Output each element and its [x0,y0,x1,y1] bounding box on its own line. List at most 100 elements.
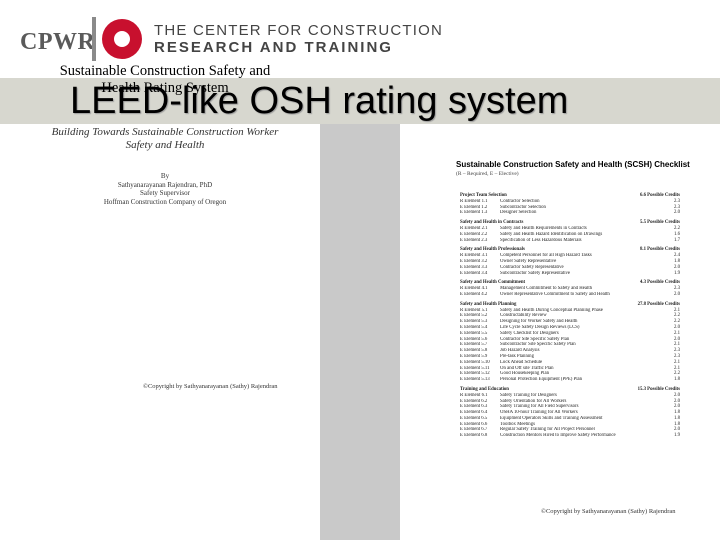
checklist-row: E Element 5.2 Constructability Review 2.2 [460,313,680,319]
checklist-row: R Element 2.1 Safety and Health Requireme… [460,226,680,232]
checklist-section-header: Safety and Health Professionals 8.1 Possi… [460,247,680,253]
element-code: E Element 5.10 [460,359,490,365]
element-code: E Element 2.3 [460,237,488,243]
checklist-row: E Element 5.6 Contractor Site Specific Sa… [460,337,680,343]
element-credit: 2.0 [674,427,680,433]
checklist-row: E Element 6.5 Equipment Operators Skills … [460,416,680,422]
element-code: R Element 3.1 [460,253,488,259]
element-credit: 2.2 [674,319,680,325]
element-name: Construction Mentors Hired to Improve Sa… [500,433,616,439]
element-code: E Element 1.3 [460,210,488,216]
element-code: E Element 5.6 [460,336,488,342]
element-credit: 2.0 [674,210,680,216]
element-credit: 2.2 [674,313,680,319]
section-credits: 5.5 Possible Credits [639,220,680,226]
checklist-section-header: Training and Education 15.3 Possible Cred… [460,387,680,393]
element-code: E Element 5.2 [460,313,488,319]
section-name: Project Team Selection [460,193,507,198]
element-name: Job Hazard Analysis [500,348,540,354]
section-name: Safety and Health in Contracts [460,220,524,226]
cover-title: Sustainable Construction Safety and Heal… [59,63,271,96]
logo-line-2: RESEARCH AND TRAINING [154,39,393,56]
checklist-row: E Element 6.6 Toolbox Meetings 1.8 [460,422,680,428]
checklist-row: E Element 5.9 Pre-task Planning 2.3 [460,354,680,360]
element-code: R Element 6.1 [460,392,488,398]
element-name: Safety and Health During Conceptual Plan… [500,307,603,313]
element-code: E Element 3.4 [460,270,488,276]
cpwr-logo-icon [92,17,142,61]
checklist-row: R Element 1.1 Contractor Selection 2.3 [460,199,680,205]
element-name: Lock Ahead Schedule [500,359,543,365]
element-credit: 2.2 [674,225,680,231]
element-credit: 1.9 [674,433,680,439]
element-credit: 1.8 [674,258,680,264]
element-code: E Element 5.7 [460,342,488,348]
element-credit: 2.0 [674,264,680,270]
slide-header: CPWR THE CENTER FOR CONSTRUCTION RESEARC… [0,0,720,78]
element-name: Safety and Health Requirements in Contra… [500,225,587,231]
report-cover-page [0,124,320,540]
element-credit: 2.4 [674,253,680,259]
cover-by: By [160,172,170,180]
element-code: E Element 5.8 [460,348,488,354]
element-name: Subcontractor Safety Representative [500,270,571,276]
element-credit: 2.0 [674,336,680,342]
checklist-section-header: Safety and Health in Contracts 5.5 Possib… [460,220,680,226]
element-code: E Element 2.2 [460,231,488,237]
checklist-row: E Element 1.3 Designer Selection 2.0 [460,210,680,216]
checklist-table: Project Team Selection 6.6 Possible Credi… [460,193,680,439]
cover-copyright: ©Copyright by Sathyanarayanan (Sathy) Ra… [143,383,278,390]
element-code: E Element 3.2 [460,258,488,264]
element-credit: 2.2 [674,371,680,377]
cover-subtitle: Building Towards Sustainable Constructio… [51,126,279,151]
checklist-copyright: ©Copyright by Sathyanarayanan (Sathy) Ra… [541,508,676,515]
checklist-row: E Element 3.3 Contractor Safety Represent… [460,265,680,271]
element-name: Contractor Site Specific Safety Plan [500,336,570,342]
element-name: Contractor Safety Representative [500,264,564,270]
element-credit: 2.0 [674,398,680,404]
section-name: Training and Education [460,386,509,392]
element-credit: 1.6 [674,231,680,237]
page-divider [320,124,400,540]
cover-author-org: Hoffman Construction Company of Oregon [103,197,227,206]
element-credit: 2.3 [674,198,680,204]
element-code: E Element 6.8 [460,433,488,439]
element-credit: 1.9 [674,270,680,276]
element-code: E Element 6.4 [460,410,488,416]
checklist-row: R Element 5.1 Safety and Health During Co… [460,308,680,314]
cover-author: Sathyanarayanan Rajendran, PhD [117,180,213,189]
element-code: E Element 6.2 [460,398,488,404]
element-name: Regular Safety Training for All Project … [500,427,595,433]
element-name: Good Housekeeping Plan [500,371,550,377]
checklist-page [400,124,720,540]
element-code: E Element 3.3 [460,264,488,270]
cover-author-role: Safety Supervisor [140,189,190,197]
element-name: Safety Orientation for All Workers [500,398,567,404]
checklist-row: E Element 2.2 Safety and Health Hazard Id… [460,232,680,238]
element-name: On and Off site Traffic Plan [500,365,554,371]
element-code: E Element 5.9 [460,353,488,359]
element-name: Subcontractor Selection [500,204,546,210]
element-credit: 2.1 [674,307,680,313]
element-code: E Element 5.4 [460,324,488,330]
element-name: Specification of Less Hazardous Material… [500,237,582,243]
element-code: E Element 6.7 [460,427,488,433]
slide-title: LEED-like OSH rating system [70,80,569,122]
element-credit: 1.8 [674,415,680,421]
element-name: Toolbox Meetings [500,421,535,427]
checklist-row: E Element 5.3 Designing for Worker Safety… [460,319,680,325]
checklist-row: R Element 6.1 Safety Training for Designe… [460,393,680,399]
element-name: Constructability Review [500,313,547,319]
section-credits: 15.3 Possible Credits [637,386,680,392]
element-name: Pre-task Planning [500,353,534,359]
checklist-row: R Element 4.1 Management Commitment to Sa… [460,286,680,292]
element-code: E Element 4.2 [460,291,488,297]
checklist-row: E Element 6.8 Construction Mentors Hired … [460,433,680,439]
element-credit: 2.3 [674,353,680,359]
element-name: Contractor Selection [500,198,540,204]
checklist-row: E Element 5.4 Life Cycle Safety Design Re… [460,325,680,331]
element-name: Designing for Worker Safety and Health [500,319,578,325]
element-name: Personal Protection Equipment (PPE) Plan [500,377,583,383]
element-credit: 2.1 [674,342,680,348]
checklist-row: E Element 1.2 Subcontractor Selection 2.3 [460,205,680,211]
